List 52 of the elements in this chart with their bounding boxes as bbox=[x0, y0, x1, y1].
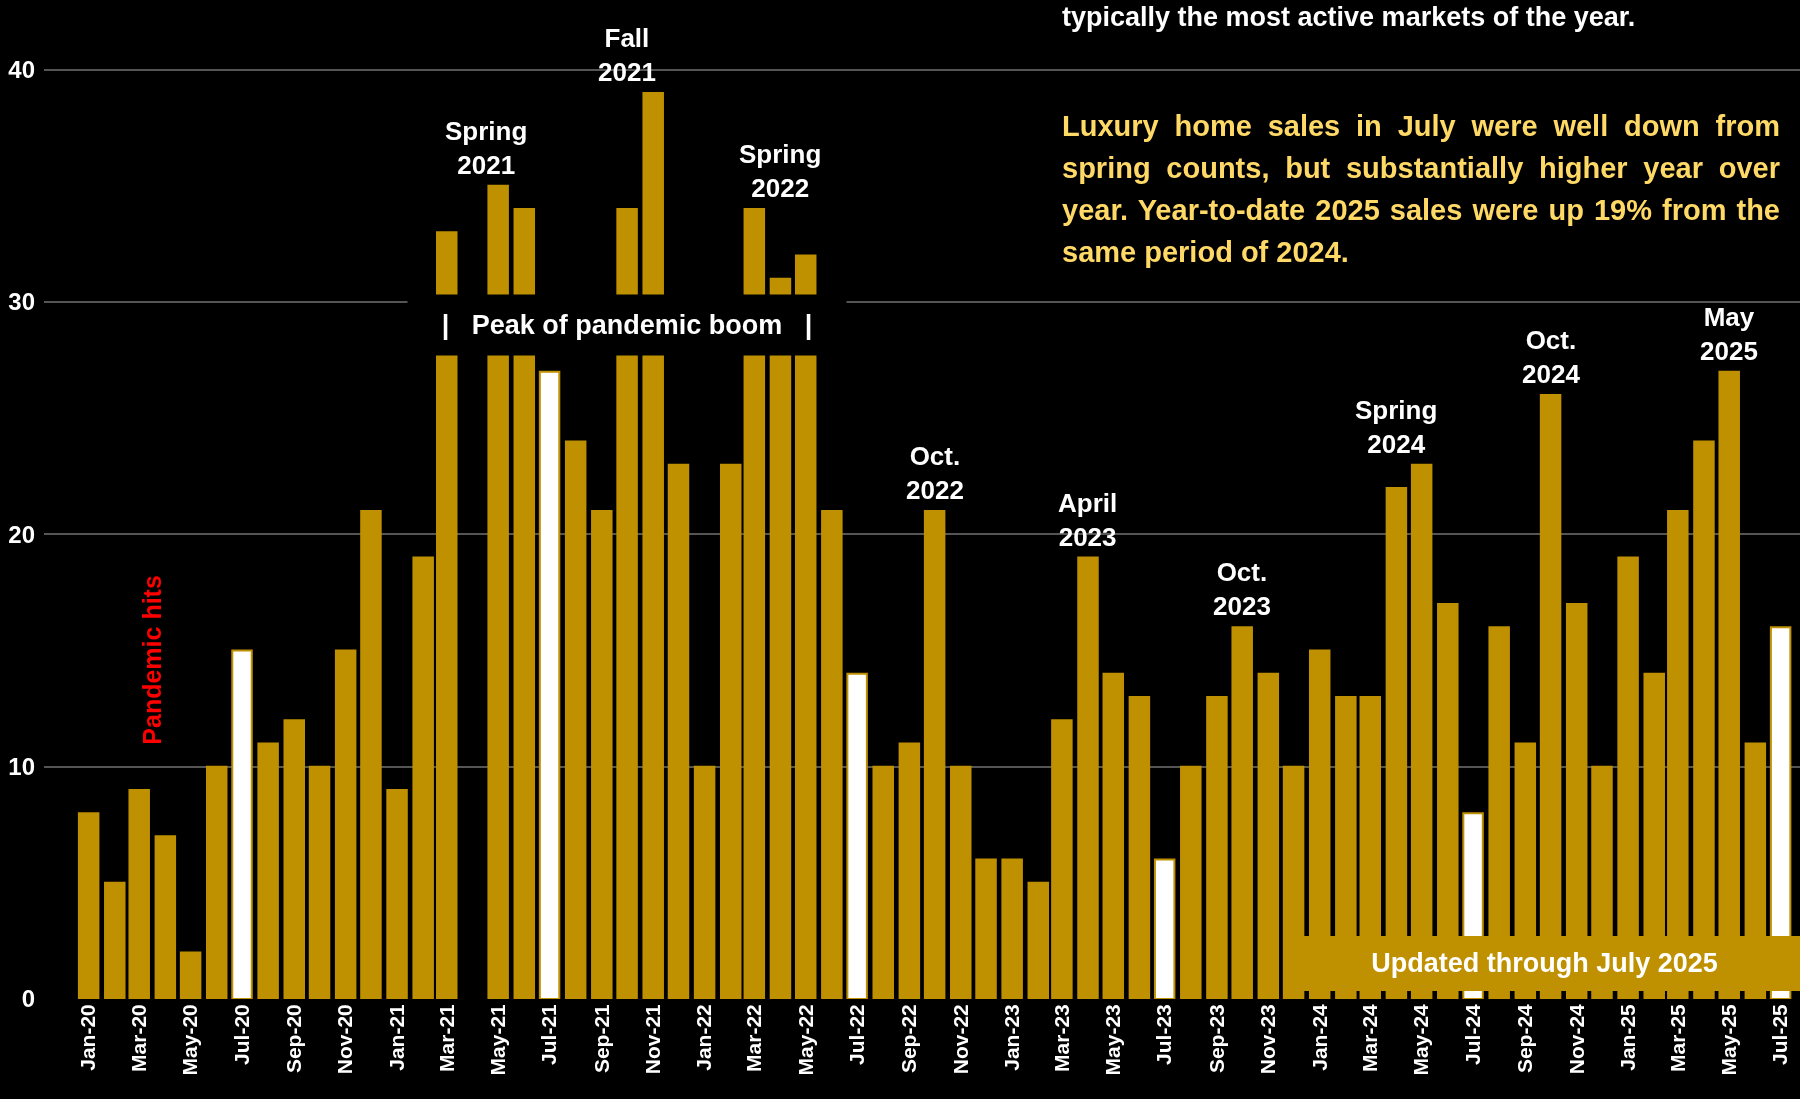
x-tick-label: Nov-23 bbox=[1256, 1004, 1280, 1075]
x-tick-label: Jan-20 bbox=[76, 1004, 100, 1071]
annotation: Oct. 2023 bbox=[1213, 557, 1271, 621]
annotation: Oct. 2022 bbox=[906, 441, 964, 505]
x-tick-label: Mar-22 bbox=[742, 1004, 766, 1072]
x-tick-label: Mar-25 bbox=[1665, 1003, 1689, 1072]
x-tick-label: May-24 bbox=[1409, 1003, 1433, 1076]
x-tick-label: Jan-23 bbox=[999, 1004, 1023, 1071]
x-tick-label: Nov-21 bbox=[641, 1003, 665, 1075]
x-tick-label: Jan-25 bbox=[1615, 1003, 1639, 1071]
x-tick-label: Jul-20 bbox=[229, 1004, 253, 1065]
annotation: May 2025 bbox=[1700, 302, 1758, 366]
x-tick-label: Sep-20 bbox=[282, 1004, 306, 1074]
x-tick-label: Jul-24 bbox=[1460, 1003, 1484, 1065]
x-tick-label: May-20 bbox=[178, 1004, 202, 1076]
annotation: Fall 2021 bbox=[598, 23, 656, 87]
annotation: Oct. 2024 bbox=[1522, 325, 1581, 389]
y-tick-label: 10 bbox=[8, 753, 35, 781]
annotation: Luxury home sales in July were well down from spring counts, but substantially higher year over year. Year-to-date 2025 sales were up 19% from the same period of 2024. bbox=[1062, 109, 1780, 270]
x-tick-label: May-23 bbox=[1101, 1004, 1125, 1076]
x-tick-label: Jan-22 bbox=[692, 1004, 716, 1071]
x-tick-label: Mar-23 bbox=[1049, 1004, 1073, 1072]
annotation: | Peak of pandemic boom | bbox=[441, 310, 813, 340]
x-tick-label: Jan-21 bbox=[384, 1003, 408, 1071]
annotation: Spring 2021 bbox=[445, 116, 528, 180]
x-tick-label: Mar-21 bbox=[434, 1003, 458, 1072]
x-tick-label: Sep-21 bbox=[589, 1003, 613, 1074]
x-tick-label: May-25 bbox=[1717, 1003, 1741, 1076]
annotation: Spring 2024 bbox=[1355, 395, 1438, 459]
y-tick-label: 20 bbox=[8, 520, 35, 548]
annotation: Spring 2022 bbox=[739, 139, 822, 203]
x-tick-label: Nov-24 bbox=[1564, 1003, 1588, 1075]
x-tick-label: Sep-23 bbox=[1204, 1004, 1228, 1074]
x-tick-label: Jan-24 bbox=[1307, 1003, 1331, 1071]
x-tick-label: Jul-22 bbox=[844, 1004, 868, 1065]
annotation: Pandemic hits bbox=[138, 575, 167, 745]
annotation: April 2023 bbox=[1058, 488, 1118, 552]
y-tick-label: 40 bbox=[8, 56, 35, 84]
y-tick-label: 30 bbox=[8, 288, 35, 316]
x-tick-label: Sep-22 bbox=[897, 1004, 921, 1074]
x-tick-label: Nov-20 bbox=[333, 1004, 357, 1075]
x-tick-label: Sep-24 bbox=[1513, 1003, 1537, 1074]
annotation: typically the most active markets of the year. bbox=[1062, 2, 1637, 33]
x-tick-label: Nov-22 bbox=[948, 1004, 972, 1075]
x-tick-label: Mar-24 bbox=[1358, 1003, 1382, 1072]
x-tick-label: Jul-25 bbox=[1768, 1003, 1792, 1065]
x-tick-label: May-22 bbox=[793, 1004, 817, 1076]
x-tick-label: Mar-20 bbox=[127, 1004, 151, 1072]
x-tick-label: Jul-21 bbox=[537, 1003, 561, 1065]
x-tick-label: May-21 bbox=[486, 1003, 509, 1076]
y-tick-label: 0 bbox=[21, 985, 35, 1013]
x-tick-label: Jul-23 bbox=[1152, 1004, 1176, 1065]
